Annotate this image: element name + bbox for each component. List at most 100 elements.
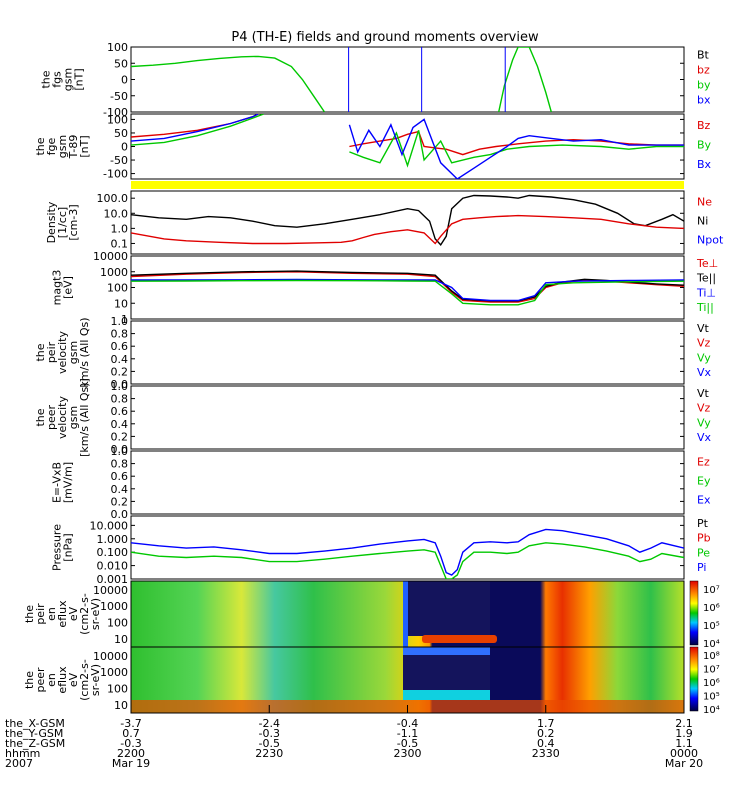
ytick-label: 0.8: [111, 458, 129, 471]
ylabel-line: the: [34, 137, 47, 155]
ylabel-line: T-89: [67, 135, 80, 160]
xaxis-value: 0000: [670, 747, 698, 760]
ylabel-line: [nT]: [73, 68, 86, 90]
ylabel-line: (cm2-s-: [78, 593, 91, 635]
ylabel-line: eV: [67, 672, 80, 687]
xaxis-value: Mar 20: [665, 757, 703, 770]
ylabel-line: peer: [34, 667, 47, 693]
legend-Bz: Bz: [697, 119, 711, 132]
legend-Bt: Bt: [697, 48, 710, 61]
legend-By: By: [697, 138, 712, 151]
peir-spectrogram: [130, 580, 685, 648]
ylabel-line: the: [34, 408, 47, 426]
legend-Vy: Vy: [697, 416, 711, 429]
legend-Te⊥: Te⊥: [696, 257, 718, 270]
peir_vel-panel: 1.00.80.60.40.20.0VtVzVyVxthepeirvelocit…: [34, 315, 712, 391]
ytick-label: -100: [103, 106, 128, 119]
ylabel-line: eflux: [56, 666, 69, 694]
ytick-label: 0.6: [111, 340, 129, 353]
ylabel-line: gsm: [67, 341, 80, 364]
ylabel-line: the: [40, 70, 53, 88]
ytick-label: 0.8: [111, 393, 129, 406]
ytick-label: 1.0: [111, 380, 129, 393]
colorbar-label: 10⁴: [703, 705, 720, 716]
ytick-label: 0: [121, 74, 128, 87]
xaxis-value: 1.1: [675, 737, 693, 750]
ytick-label: 10: [114, 297, 128, 310]
legend-Pi: Pi: [697, 561, 706, 574]
ylabel-line: en: [45, 673, 58, 687]
ylabel-line: [km/s (All Qs)]: [78, 378, 91, 457]
legend-Pe: Pe: [697, 546, 710, 559]
xaxis-value: 0.4: [537, 737, 555, 750]
ytick-label: 0.6: [111, 470, 129, 483]
ytick-label: 0.0: [111, 378, 129, 391]
temp-frame: [130, 255, 685, 320]
xaxis-value: 0.2: [537, 727, 555, 740]
xaxis-value: -3.7: [120, 717, 141, 730]
ylabel-line: sr-eV): [89, 598, 102, 630]
ylabel-line: peir: [34, 603, 47, 625]
ylabel-line: [eV]: [62, 276, 75, 299]
ytick-label: 1.0: [111, 222, 129, 235]
status-bar: [131, 181, 684, 189]
ytick-label: 10: [114, 633, 128, 646]
series-by: [131, 55, 326, 112]
legend-Ti||: Ti||: [696, 301, 714, 314]
legend-Pb: Pb: [697, 532, 711, 545]
xaxis-value: -0.5: [397, 737, 418, 750]
xaxis-value: -1.1: [397, 727, 418, 740]
peer-spectrogram: [130, 646, 685, 714]
ylabel-line: velocity: [56, 396, 69, 439]
ytick-label: -50: [110, 90, 128, 103]
ylabel-line: sr-eV): [89, 664, 102, 696]
series-Bx: [131, 114, 259, 142]
ylabel-line: Pressure: [51, 524, 64, 571]
series-Ti⊥: [131, 278, 684, 302]
legend-Ez: Ez: [697, 455, 710, 468]
peir_vel-frame: [130, 320, 685, 385]
ylabel-line: peer: [45, 405, 58, 431]
colorbar-label: 10⁷: [703, 585, 720, 596]
figure-title: P4 (TH-E) fields and ground moments over…: [231, 30, 539, 45]
ytick-label: 0.1: [111, 237, 129, 250]
ytick-label: 1.0: [111, 315, 129, 328]
ylabel-line: eflux: [56, 600, 69, 628]
xaxis-value: -0.5: [259, 737, 280, 750]
xaxis-value: 2200: [117, 747, 145, 760]
ylabel-line: gsm: [62, 68, 75, 91]
peer_vel-panel: 1.00.80.60.40.20.0VtVzVyVxthepeervelocit…: [34, 378, 712, 457]
peir_en-panel: 10000 1000 100 10 thepeirenefluxeV(cm2-s-sr-…: [23, 584, 135, 646]
ylabel-line: en: [45, 607, 58, 621]
ylabel-line: peir: [45, 341, 58, 363]
xaxis-value: 1.7: [537, 717, 555, 730]
ytick-label: 0.2: [111, 495, 129, 508]
xaxis-value: -0.4: [397, 717, 418, 730]
ytick-label: 10.0: [104, 207, 129, 220]
legend-Ne: Ne: [697, 195, 712, 208]
legend-bx: bx: [697, 94, 711, 107]
legend-Ni: Ni: [697, 214, 708, 227]
ytick-label: -50: [110, 154, 128, 167]
series-Ni: [131, 194, 684, 247]
fgs-frame: [130, 46, 685, 113]
efield-frame: [130, 450, 685, 515]
ylabel-line: eV: [67, 606, 80, 621]
density-panel: 100.0 10.0 1.0 0.1 Ne Ni Npot Density[1/cc][cm-…: [45, 190, 724, 255]
ylabel-line: [mV/m]: [62, 462, 75, 503]
peer_en-panel: 10000 1000 100 10 thepeerenefluxeV(cm2-s-sr-…: [23, 650, 135, 712]
peir-colorbar: [689, 580, 699, 646]
ylabel-line: the: [23, 605, 36, 623]
legend-Vy: Vy: [697, 351, 711, 364]
ylabel-line: magt3: [51, 270, 64, 306]
colorbar-label: 10⁵: [703, 621, 720, 632]
ylabel-line: the: [34, 343, 47, 361]
xaxis-value: -2.4: [259, 717, 280, 730]
ytick-label: 50: [114, 57, 128, 70]
xaxis-row-label: the_Z-GSM: [5, 737, 65, 750]
ytick-label: 100: [107, 683, 128, 696]
ylabel-line: [nT]: [78, 135, 91, 157]
